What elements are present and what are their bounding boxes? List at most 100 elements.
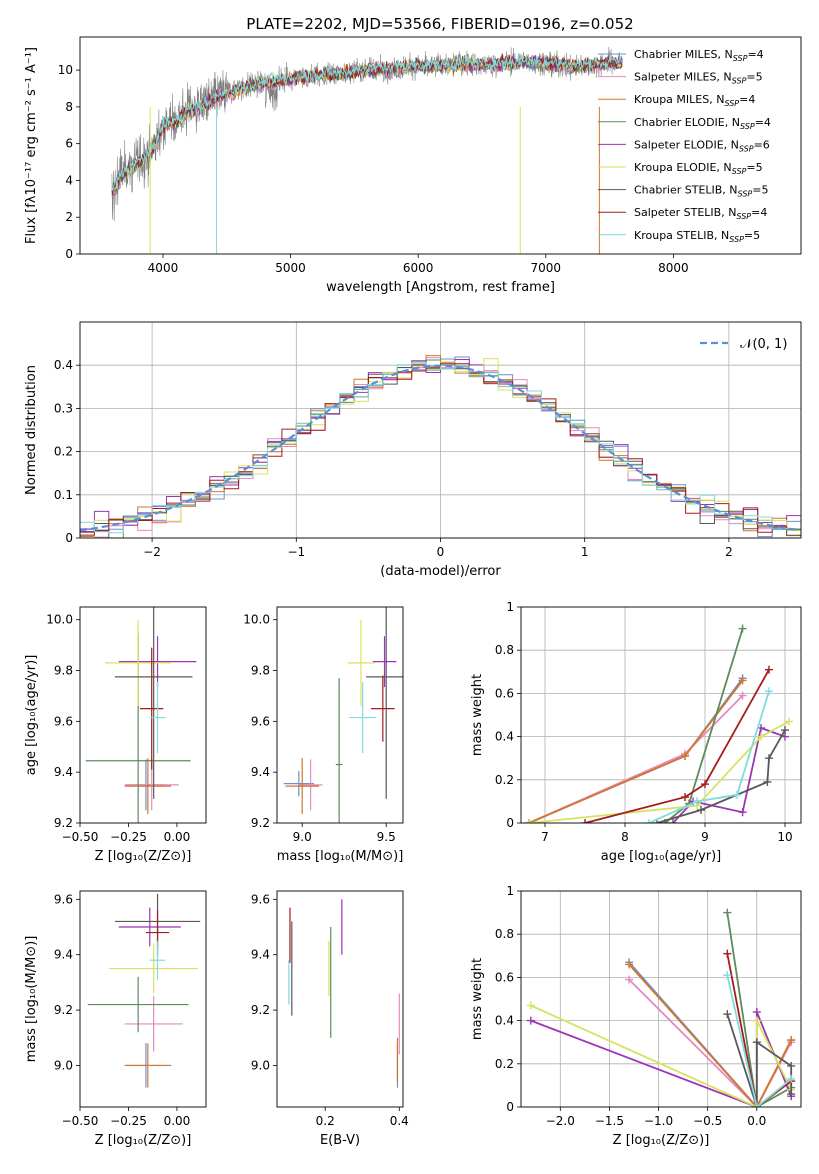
panel-age-vs-mass: 9.0 9.5 9.2 9.4 9.6 9.8 10.0 mass [log₁₀(M/M⊙)] bbox=[243, 606, 404, 864]
model-spectrum-line bbox=[111, 57, 622, 197]
panel-residuals: −2 −1 0 1 2 0 0.1 0.2 0.3 0.4 (data-model)/error No… bbox=[24, 321, 802, 579]
legend-subscript: SSP bbox=[733, 54, 748, 63]
y-tick-label: 10 bbox=[58, 63, 73, 77]
y-axis-label: age [log₁₀(age/yr)] bbox=[24, 655, 39, 776]
figure-title: PLATE=2202, MJD=53566, FIBERID=0196, z=0… bbox=[246, 15, 633, 33]
legend-subscript: SSP bbox=[729, 235, 744, 244]
x-axis-label: Z [log₁₀(Z/Z⊙)] bbox=[95, 849, 192, 864]
model-spectrum-line bbox=[111, 54, 623, 196]
y-tick-label: 0 bbox=[65, 247, 73, 261]
legend-suffix: =5 bbox=[746, 71, 762, 84]
model-spectrum-line bbox=[111, 55, 623, 193]
legend-suffix: =4 bbox=[739, 93, 755, 106]
x-tick-label: 4000 bbox=[148, 261, 179, 275]
y-tick-label: 9.0 bbox=[54, 1058, 73, 1072]
x-tick-label: −2.0 bbox=[546, 1114, 575, 1128]
panel-spectrum: 4000 5000 6000 7000 8000 0 2 4 6 8 10 wavelength [A… bbox=[24, 36, 802, 295]
y-tick-label: 0.4 bbox=[495, 730, 514, 744]
mass-weight-line bbox=[528, 720, 790, 823]
x-tick-label: 0.00 bbox=[164, 1114, 191, 1128]
y-tick-label: 0.4 bbox=[54, 358, 73, 372]
mass-weight-line bbox=[584, 669, 770, 823]
legend-suffix: =4 bbox=[747, 48, 763, 61]
legend-name: Chabrier STELIB, N bbox=[634, 184, 738, 197]
y-tick-label: 10.0 bbox=[46, 613, 73, 627]
legend-subscript: SSP bbox=[732, 167, 747, 176]
legend-subscript: SSP bbox=[740, 122, 755, 131]
mass-weight-line bbox=[726, 975, 792, 1107]
legend-name: Salpeter MILES, N bbox=[634, 71, 732, 84]
legend-entry: Kroupa STELIB, NSSP=5 bbox=[634, 229, 760, 244]
y-tick-label: 9.0 bbox=[251, 1058, 270, 1072]
plot-area bbox=[87, 893, 201, 1088]
x-tick-label: 0.4 bbox=[390, 1114, 409, 1128]
y-tick-label: 9.2 bbox=[251, 816, 270, 830]
x-tick-label: 0.00 bbox=[164, 830, 191, 844]
axes-frame bbox=[520, 606, 802, 824]
y-tick-label: 0.2 bbox=[495, 773, 514, 787]
mass-weight-line bbox=[528, 677, 744, 823]
x-tick-label: 1 bbox=[581, 545, 589, 559]
model-spectrum-line bbox=[111, 52, 623, 191]
x-tick-label: −0.25 bbox=[110, 1114, 147, 1128]
plot-area bbox=[288, 899, 400, 1088]
model-spectrum-line bbox=[111, 55, 623, 195]
legend-entry: Salpeter STELIB, NSSP=4 bbox=[634, 206, 767, 221]
legend-name: Salpeter STELIB, N bbox=[634, 206, 736, 219]
axes-frame bbox=[79, 890, 207, 1108]
legend-name: Chabrier ELODIE, N bbox=[634, 116, 740, 129]
y-tick-label: 0.2 bbox=[54, 445, 73, 459]
y-tick-label: 9.4 bbox=[54, 948, 73, 962]
y-tick-label: 9.6 bbox=[54, 892, 73, 906]
x-tick-label: 9.0 bbox=[293, 830, 312, 844]
axes-frame bbox=[79, 321, 802, 539]
panel-weight-vs-age: 7 8 9 10 0 0.2 0.4 0.6 0.8 1 age [log₁₀(age/yr)] ma… bbox=[470, 600, 802, 864]
y-tick-label: 0.6 bbox=[495, 970, 514, 984]
y-tick-label: 0.8 bbox=[495, 927, 514, 941]
x-tick-label: −1.5 bbox=[595, 1114, 624, 1128]
y-tick-label: 10.0 bbox=[243, 613, 270, 627]
panel-age-vs-Z: −0.50 −0.25 0.00 9.2 9.4 9.6 9.8 10.0 Z [log₁₀(Z… bbox=[24, 606, 207, 864]
y-axis-label: Normed distribution bbox=[24, 365, 39, 495]
y-tick-label: 9.6 bbox=[251, 714, 270, 728]
x-tick-label: 2 bbox=[725, 545, 733, 559]
y-axis-label: mass weight bbox=[470, 958, 485, 1040]
x-tick-label: 5000 bbox=[275, 261, 306, 275]
legend-entry: Chabrier MILES, NSSP=4 bbox=[634, 48, 764, 63]
plot-area bbox=[283, 607, 403, 823]
legend-subscript: SSP bbox=[732, 77, 747, 86]
mass-weight-line bbox=[656, 729, 786, 823]
x-tick-label: −0.25 bbox=[110, 830, 147, 844]
legend-name: Kroupa STELIB, N bbox=[634, 229, 729, 242]
y-tick-label: 9.8 bbox=[54, 664, 73, 678]
plot-area bbox=[85, 607, 197, 823]
y-tick-label: 6 bbox=[65, 137, 73, 151]
y-tick-label: 0 bbox=[65, 531, 73, 545]
mass-weight-line bbox=[528, 679, 744, 823]
y-tick-label: 0.6 bbox=[495, 686, 514, 700]
panel-mass-vs-EBV: 0.2 0.4 9.0 9.2 9.4 9.6 E(B-V) bbox=[251, 890, 409, 1148]
y-tick-label: 0 bbox=[506, 1100, 514, 1114]
legend-suffix: =6 bbox=[754, 138, 770, 151]
plot-area bbox=[526, 908, 796, 1107]
x-tick-label: 10 bbox=[777, 830, 792, 844]
y-tick-label: 0.8 bbox=[495, 643, 514, 657]
y-tick-label: 0.4 bbox=[495, 1014, 514, 1028]
x-tick-label: 0.2 bbox=[316, 1114, 335, 1128]
x-axis-label: E(B-V) bbox=[320, 1133, 360, 1148]
legend-name: Salpeter ELODIE, N bbox=[634, 138, 739, 151]
plot-area bbox=[111, 46, 623, 254]
legend-suffix: =5 bbox=[746, 161, 762, 174]
x-tick-label: 8000 bbox=[658, 261, 689, 275]
model-spectrum-line bbox=[111, 55, 623, 193]
legend-suffix: =5 bbox=[744, 229, 760, 242]
legend-entry: Chabrier ELODIE, NSSP=4 bbox=[634, 116, 771, 131]
y-tick-label: 4 bbox=[65, 173, 73, 187]
y-tick-label: 2 bbox=[65, 210, 73, 224]
y-tick-label: 9.4 bbox=[251, 765, 270, 779]
legend-subscript: SSP bbox=[738, 190, 753, 199]
x-axis-label: mass [log₁₀(M/M⊙)] bbox=[277, 849, 404, 864]
legend-entry: Kroupa ELODIE, NSSP=5 bbox=[634, 161, 763, 176]
